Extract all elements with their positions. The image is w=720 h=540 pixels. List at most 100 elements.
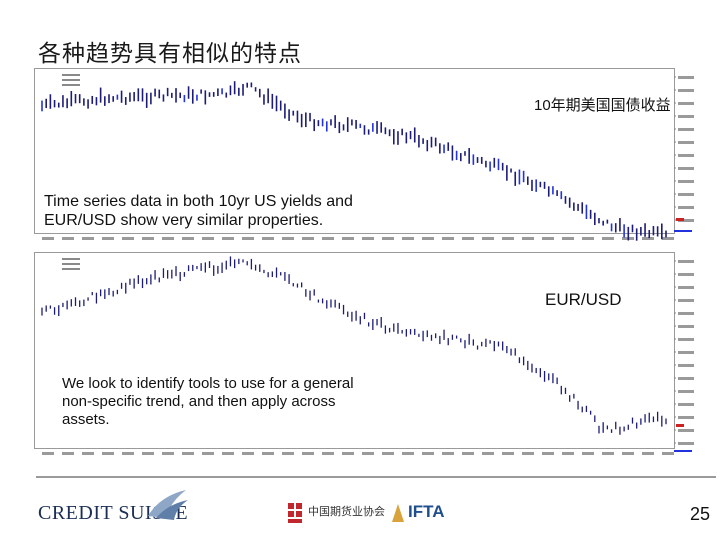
slide-title: 各种趋势具有相似的特点 xyxy=(38,41,302,67)
axis-tick-label xyxy=(678,180,694,183)
series-label-us-yield: 10年期美国国债收益 xyxy=(534,97,671,114)
axis-tick-label xyxy=(182,452,194,455)
footer-divider xyxy=(36,476,716,478)
axis-tick-label xyxy=(362,452,374,455)
legend-line xyxy=(62,74,80,76)
axis-tick-label xyxy=(678,141,694,144)
axis-tick-label xyxy=(82,237,94,240)
china-futures-association-logo: 中国期货业协会 xyxy=(286,500,386,528)
axis-tick-label xyxy=(402,452,414,455)
axis-tick-label xyxy=(642,452,654,455)
axis-tick-label xyxy=(678,442,694,445)
axis-tick-label xyxy=(678,299,694,302)
axis-tick-label xyxy=(102,237,114,240)
axis-tick-label xyxy=(162,452,174,455)
axis-tick-label xyxy=(242,452,254,455)
axis-tick-label xyxy=(678,193,694,196)
axis-tick-label xyxy=(202,452,214,455)
axis-tick-label xyxy=(342,237,354,240)
axis-tick-label xyxy=(482,452,494,455)
axis-tick-label xyxy=(662,237,674,240)
axis-tick-label xyxy=(422,237,434,240)
axis-tick-label xyxy=(482,237,494,240)
note-eurusd: We look to identify tools to use for a g… xyxy=(62,375,362,429)
chart-panel-eurusd xyxy=(34,252,714,462)
axis-tick-label xyxy=(142,237,154,240)
axis-tick-label xyxy=(678,338,694,341)
axis-tick-label xyxy=(162,237,174,240)
axis-tick-label xyxy=(678,89,694,92)
axis-tick-label xyxy=(402,237,414,240)
axis-tick-label xyxy=(678,377,694,380)
note-us-yield: Time series data in both 10yr US yields … xyxy=(44,192,394,230)
axis-tick-label xyxy=(382,237,394,240)
legend-line xyxy=(62,268,80,270)
axis-tick-label xyxy=(242,237,254,240)
last-price-marker xyxy=(676,424,684,427)
axis-tick-label xyxy=(542,237,554,240)
axis-tick-label xyxy=(462,237,474,240)
axis-tick-label xyxy=(342,452,354,455)
axis-tick-label xyxy=(62,237,74,240)
axis-tick-label xyxy=(678,167,694,170)
axis-tick-label xyxy=(602,237,614,240)
credit-suisse-wordmark: CREDIT SUISSE xyxy=(38,502,189,524)
legend-line xyxy=(62,79,80,81)
axis-tick-label xyxy=(562,452,574,455)
axis-tick-label xyxy=(678,286,694,289)
axis-tick-label xyxy=(678,260,694,263)
axis-tick-label xyxy=(262,237,274,240)
axis-tick-label xyxy=(182,237,194,240)
axis-tick-label xyxy=(82,452,94,455)
chart-eurusd xyxy=(34,252,694,455)
credit-suisse-logo: CREDIT SUISSE xyxy=(38,488,188,524)
axis-tick-label xyxy=(222,237,234,240)
axis-tick-label xyxy=(322,452,334,455)
axis-tick-label xyxy=(442,237,454,240)
series-label-eurusd: EUR/USD xyxy=(545,290,622,309)
axis-tick-label xyxy=(502,237,514,240)
axis-tick-label xyxy=(662,452,674,455)
axis-tick-label xyxy=(678,364,694,367)
axis-tick-label xyxy=(262,452,274,455)
ifta-mark-icon xyxy=(392,504,404,522)
axis-tick-label xyxy=(102,452,114,455)
axis-tick-label xyxy=(678,128,694,131)
axis-tick-label xyxy=(302,452,314,455)
axis-tick-label xyxy=(582,452,594,455)
chart-panel-us-yield xyxy=(34,68,714,247)
axis-tick-label xyxy=(442,452,454,455)
axis-tick-label xyxy=(202,237,214,240)
axis-tick-label xyxy=(678,403,694,406)
axis-tick-label xyxy=(602,452,614,455)
legend-line xyxy=(62,263,80,265)
legend-line xyxy=(62,84,80,86)
axis-tick-label xyxy=(282,452,294,455)
china-futures-emblem-icon xyxy=(288,503,302,523)
axis-tick-label xyxy=(678,416,694,419)
axis-tick-label xyxy=(42,452,54,455)
axis-tick-label xyxy=(678,102,694,105)
axis-tick-label xyxy=(422,452,434,455)
axis-tick-label xyxy=(362,237,374,240)
axis-tick-label xyxy=(678,351,694,354)
axis-tick-label xyxy=(62,452,74,455)
legend-line xyxy=(62,258,80,260)
axis-tick-label xyxy=(122,237,134,240)
axis-tick-label xyxy=(582,237,594,240)
axis-tick-label xyxy=(678,390,694,393)
axis-tick-label xyxy=(142,452,154,455)
axis-tick-label xyxy=(502,452,514,455)
axis-tick-label xyxy=(222,452,234,455)
ifta-logo: IFTA xyxy=(390,500,480,528)
axis-tick-label xyxy=(462,452,474,455)
axis-tick-label xyxy=(622,452,634,455)
axis-tick-label xyxy=(282,237,294,240)
axis-tick-label xyxy=(122,452,134,455)
axis-tick-label xyxy=(302,237,314,240)
axis-tick-label xyxy=(678,206,694,209)
axis-tick-label xyxy=(322,237,334,240)
sail-icon xyxy=(148,490,188,520)
china-futures-wordmark: 中国期货业协会 xyxy=(308,505,385,518)
axis-tick-label xyxy=(678,76,694,79)
